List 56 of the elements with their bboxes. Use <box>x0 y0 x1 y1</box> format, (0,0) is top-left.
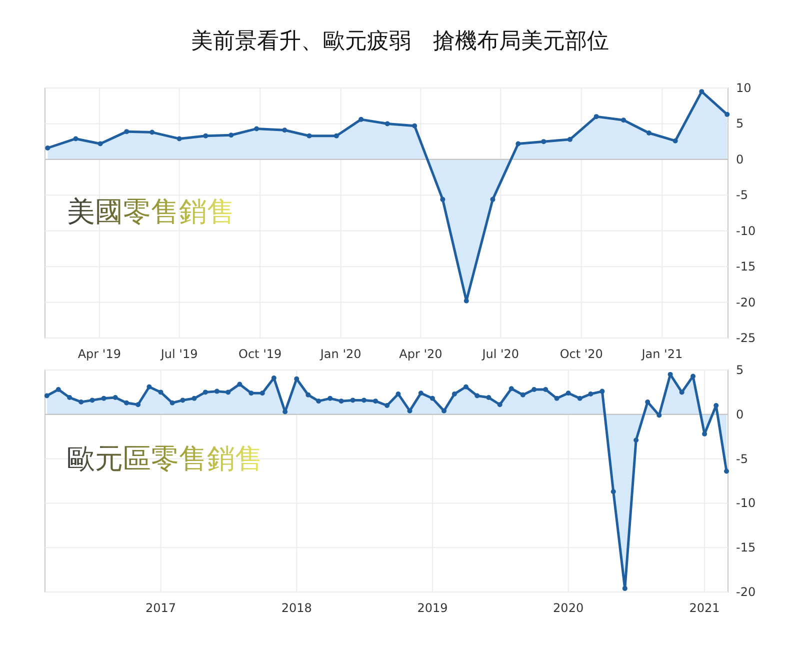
x-tick-label: Jul '20 <box>481 347 520 361</box>
point <box>203 133 208 138</box>
point <box>646 130 652 136</box>
point <box>440 196 446 202</box>
y-tick-label: -5 <box>736 188 748 202</box>
point <box>98 141 103 146</box>
point <box>176 136 182 142</box>
point <box>254 126 260 132</box>
point <box>334 133 339 138</box>
point <box>490 196 496 202</box>
point <box>672 138 678 144</box>
y-tick-label: -10 <box>736 224 756 238</box>
y-tick-label: -25 <box>736 331 756 345</box>
point <box>306 133 312 138</box>
y-tick-label: -10 <box>736 496 756 510</box>
y-tick-label: -20 <box>736 585 756 599</box>
point <box>541 139 546 144</box>
point <box>567 136 572 142</box>
point <box>45 146 50 150</box>
y-tick-label: -15 <box>736 540 756 555</box>
x-tick-label: Jan '20 <box>319 347 362 361</box>
text: 歐元區零售銷售 <box>67 442 263 475</box>
x-tick-label: Apr '19 <box>78 347 122 361</box>
x-tick-label: 2020 <box>553 601 584 615</box>
y-tick-label: 0 <box>736 407 744 422</box>
x-tick-label: 2018 <box>281 601 312 615</box>
point <box>73 136 78 142</box>
x-tick-label: Oct '19 <box>238 347 282 361</box>
x-tick-label: Apr '20 <box>399 347 442 361</box>
x-tick-label: Oct '20 <box>560 347 603 361</box>
y-tick-label: 0 <box>736 152 744 166</box>
y-tick-label: 5 <box>736 116 744 131</box>
point <box>594 114 599 120</box>
point <box>282 128 288 133</box>
x-tick-label: Jul '19 <box>160 347 198 361</box>
x-tick-label: Jan '21 <box>640 347 683 361</box>
x-tick-label: 2019 <box>417 601 448 615</box>
x-tick-label: 2017 <box>145 601 176 615</box>
point <box>150 130 155 135</box>
x-tick-label: 2021 <box>689 601 720 615</box>
chart-title: 美前景看升、歐元疲弱 搶機布局美元部位 <box>191 29 609 54</box>
point <box>384 121 390 126</box>
point <box>124 129 130 134</box>
y-tick-label: -5 <box>736 452 748 466</box>
point <box>228 132 234 138</box>
point <box>621 118 626 123</box>
y-tick-label: 5 <box>736 363 744 377</box>
point <box>699 89 704 94</box>
text: 美國零售銷售 <box>67 195 235 228</box>
point <box>724 112 730 117</box>
point <box>412 123 418 128</box>
y-tick-label: -15 <box>736 260 756 274</box>
point <box>358 116 364 122</box>
point <box>516 141 521 146</box>
y-tick-label: -20 <box>736 295 756 310</box>
y-tick-label: 10 <box>736 81 752 95</box>
